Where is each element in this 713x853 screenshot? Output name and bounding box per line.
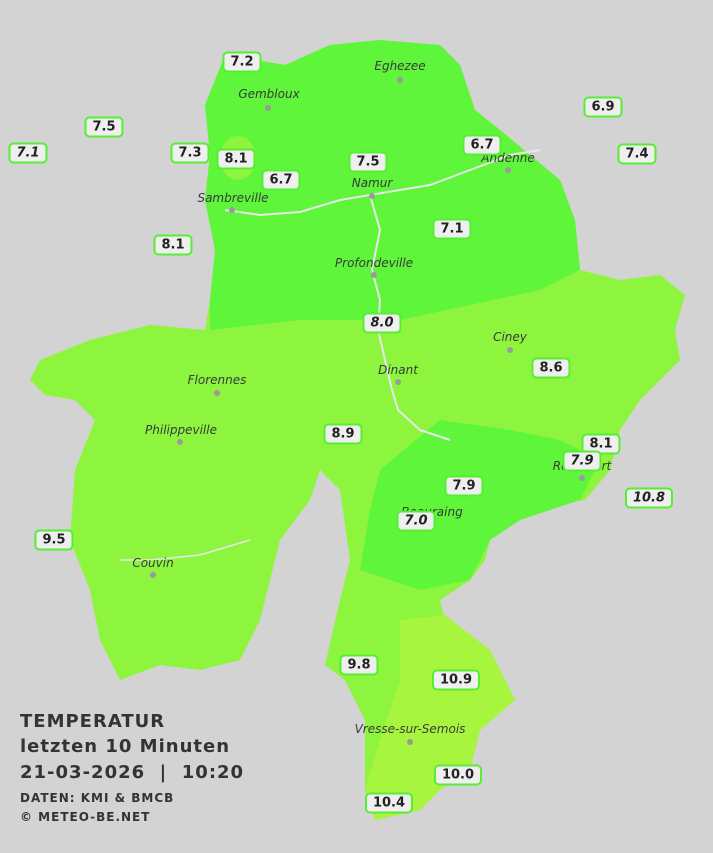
city-dot <box>265 105 271 111</box>
station-value: 7.2 <box>222 51 262 73</box>
river <box>224 149 541 217</box>
zone-cool <box>360 420 600 590</box>
station-value: 10.4 <box>364 792 414 814</box>
city-label: Sambreville <box>197 191 269 205</box>
city-label: Ciney <box>493 330 527 344</box>
zone-cool <box>205 40 580 330</box>
station-value: 9.8 <box>339 654 379 676</box>
zone-warm <box>365 615 515 820</box>
legend-datetime: 21-03-2026 | 10:20 <box>20 762 245 783</box>
station-value: 7.4 <box>617 143 657 165</box>
city-dot <box>407 739 413 745</box>
city-dot <box>214 390 220 396</box>
city-label: Couvin <box>132 556 174 570</box>
station-value: 8.9 <box>323 423 363 445</box>
legend-period: letzten 10 Minuten <box>20 736 231 757</box>
legend-source: DATEN: KMI & BMCB <box>20 791 175 805</box>
city-dot <box>505 167 511 173</box>
station-value: 8.0 <box>362 312 402 334</box>
legend-title: TEMPERATUR <box>20 711 166 732</box>
station-value: 7.1 <box>8 142 48 164</box>
city-dot <box>507 347 513 353</box>
city-label: Philippeville <box>145 423 217 437</box>
city-label: Namur <box>351 176 393 190</box>
city-label: Gembloux <box>238 87 300 101</box>
station-value: 7.0 <box>396 510 436 532</box>
station-value: 6.9 <box>583 96 623 118</box>
city-label: Florennes <box>187 373 247 387</box>
station-value: 10.0 <box>433 764 483 786</box>
river <box>120 539 251 561</box>
city-label: Vresse-sur-Semois <box>354 722 466 736</box>
city-dot <box>579 475 585 481</box>
station-value: 7.9 <box>562 450 602 472</box>
city-label: Profondeville <box>334 256 414 270</box>
station-value: 8.1 <box>216 148 256 170</box>
station-value: 8.6 <box>531 357 571 379</box>
city-dot <box>150 572 156 578</box>
river <box>369 194 451 441</box>
city-dot <box>369 193 375 199</box>
city-dot <box>371 272 377 278</box>
city-dot <box>397 77 403 83</box>
city-dot <box>177 439 183 445</box>
station-value: 6.7 <box>462 134 502 156</box>
station-value: 10.8 <box>624 487 674 509</box>
station-value: 9.5 <box>34 529 74 551</box>
station-value: 7.5 <box>84 116 124 138</box>
station-value: 10.9 <box>431 669 481 691</box>
station-value: 7.1 <box>432 218 472 240</box>
city-dot <box>395 379 401 385</box>
city-label: Dinant <box>378 363 418 377</box>
station-value: 6.7 <box>261 169 301 191</box>
station-value: 8.1 <box>153 234 193 256</box>
city-dot <box>229 207 235 213</box>
city-label: Eghezee <box>374 59 426 73</box>
station-value: 7.3 <box>170 142 210 164</box>
station-value: 7.9 <box>444 475 484 497</box>
station-value: 7.5 <box>348 151 388 173</box>
legend-copyright: © METEO-BE.NET <box>20 810 151 824</box>
